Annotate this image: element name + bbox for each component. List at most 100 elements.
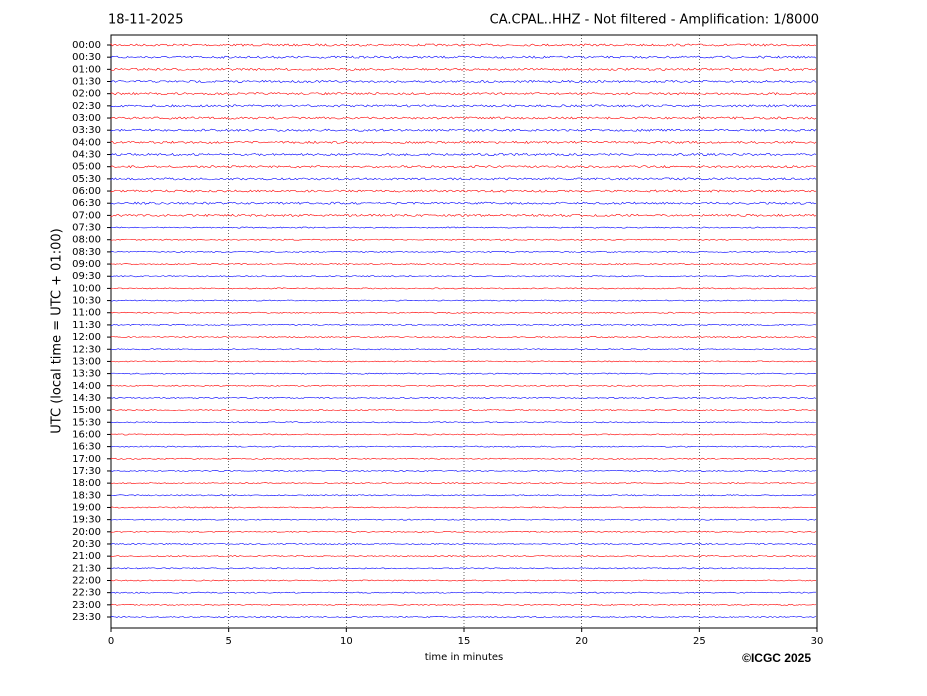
trace [110,213,817,217]
y-tick-label: 01:00 [72,64,101,75]
trace [110,92,817,96]
trace [110,55,817,59]
trace [110,372,817,375]
trace [110,104,817,108]
x-tick-label: 10 [340,636,353,647]
y-tick-label: 16:00 [72,429,101,440]
y-tick-label: 11:30 [72,320,101,331]
y-tick-label: 12:00 [72,332,101,343]
trace [110,555,817,558]
date-label: 18-11-2025 [108,13,184,28]
y-tick-label: 01:30 [72,77,101,88]
y-tick-label: 16:30 [72,442,101,453]
y-tick-label: 15:30 [72,417,101,428]
y-tick-label: 22:00 [72,575,101,586]
trace [110,506,817,509]
x-tick-label: 30 [811,636,824,647]
y-tick-label: 21:00 [72,551,101,562]
trace [110,616,817,618]
y-tick-label: 06:30 [72,198,101,209]
y-tick-label: 05:30 [72,174,101,185]
y-tick-label: 19:00 [72,502,101,513]
trace [110,567,817,570]
y-tick-label: 02:30 [72,101,101,112]
trace [110,336,817,339]
x-axis-label: time in minutes [425,652,504,663]
trace [110,79,817,83]
y-tick-label: 08:00 [72,235,101,246]
trace [110,128,817,132]
y-tick-label: 22:30 [72,588,101,599]
x-tick-label: 25 [693,636,706,647]
trace [110,299,817,302]
y-tick-label: 15:00 [72,405,101,416]
y-tick-label: 13:30 [72,369,101,380]
y-tick-label: 07:00 [72,210,101,221]
y-tick-label: 20:00 [72,527,101,538]
trace [110,360,817,363]
trace [110,287,817,290]
x-tick-label: 15 [458,636,471,647]
trace [110,494,817,497]
x-tick-label: 0 [108,636,114,647]
trace [110,116,817,120]
trace [110,445,817,448]
y-tick-label: 18:00 [72,478,101,489]
y-tick-label: 04:30 [72,150,101,161]
y-tick-label: 03:00 [72,113,101,124]
y-tick-label: 10:30 [72,296,101,307]
trace [110,591,817,594]
trace [110,153,817,157]
chart-title: CA.CPAL..HHZ - Not filtered - Amplificat… [490,13,819,28]
y-tick-label: 17:30 [72,466,101,477]
y-tick-label: 00:00 [72,40,101,51]
y-tick-label: 08:30 [72,247,101,258]
y-tick-label: 19:30 [72,515,101,526]
trace [110,397,817,399]
y-tick-label: 09:00 [72,259,101,270]
y-tick-label: 09:30 [72,271,101,282]
y-tick-label: 00:30 [72,52,101,63]
y-tick-label: 10:00 [72,283,101,294]
trace [110,348,817,351]
y-tick-label: 03:30 [72,125,101,136]
y-tick-label: 02:00 [72,89,101,100]
trace [110,421,817,424]
trace [110,275,817,278]
x-tick-label: 20 [575,636,588,647]
trace [110,543,817,546]
y-tick-label: 13:00 [72,356,101,367]
y-tick-label: 17:00 [72,454,101,465]
trace [110,409,817,412]
trace [110,140,817,144]
trace [110,177,817,181]
trace [110,165,817,169]
trace [110,530,817,533]
trace [110,470,817,472]
y-tick-label: 05:00 [72,162,101,173]
y-tick-label: 14:30 [72,393,101,404]
trace [110,226,817,229]
y-tick-label: 23:30 [72,612,101,623]
y-tick-label: 04:00 [72,137,101,148]
trace [110,482,817,485]
trace [110,67,817,71]
trace [110,238,817,241]
trace [110,263,817,266]
trace [110,323,817,326]
y-tick-label: 11:00 [72,308,101,319]
trace [110,457,817,460]
trace [110,579,817,582]
y-axis-label: UTC (local time = UTC + 01:00) [50,228,65,433]
y-tick-label: 21:30 [72,563,101,574]
trace [110,433,817,436]
y-tick-label: 07:30 [72,223,101,234]
y-tick-label: 18:30 [72,490,101,501]
x-tick-label: 5 [225,636,231,647]
y-tick-label: 23:00 [72,600,101,611]
trace [110,384,817,387]
trace [110,189,817,193]
trace [110,311,817,314]
trace [110,250,817,253]
